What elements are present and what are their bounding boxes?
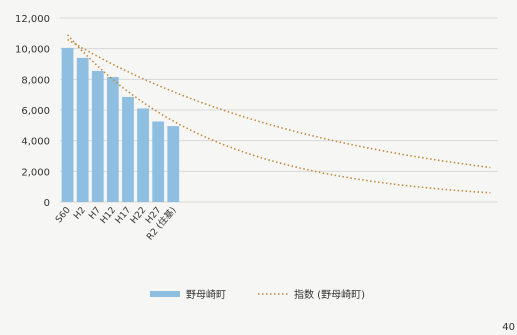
x-tick-label: H22 bbox=[129, 206, 148, 226]
bar-r2 bbox=[167, 126, 180, 202]
y-tick-label: 4,000 bbox=[21, 137, 50, 148]
y-tick-label: 12,000 bbox=[15, 14, 50, 25]
y-tick-label: 2,000 bbox=[21, 167, 50, 178]
y-tick-label: 0 bbox=[44, 198, 50, 209]
page-number: 40 bbox=[502, 322, 515, 333]
bar-h7 bbox=[91, 70, 104, 203]
bar-h12 bbox=[106, 77, 119, 202]
legend-label-trend: 指数 (野母崎町) bbox=[294, 288, 365, 301]
x-tick-label: H17 bbox=[114, 206, 133, 226]
y-tick-label: 6,000 bbox=[21, 106, 50, 117]
y-tick-label: 10,000 bbox=[15, 45, 50, 56]
legend: 野母崎町 指数 (野母崎町) bbox=[150, 288, 365, 301]
y-axis-ticks: 0 2,000 4,000 6,000 8,000 10,000 12,000 bbox=[15, 14, 50, 209]
bar-h2 bbox=[76, 57, 89, 202]
bar-s60 bbox=[61, 47, 74, 203]
x-tick-label: H12 bbox=[99, 206, 118, 226]
legend-swatch-bar bbox=[150, 291, 180, 297]
bar-h27 bbox=[152, 121, 165, 202]
x-tick-label: H2 bbox=[72, 206, 88, 222]
x-tick-label: S60 bbox=[54, 205, 73, 225]
bar-series bbox=[61, 47, 180, 203]
bar-h17 bbox=[122, 96, 134, 202]
legend-label-bar: 野母崎町 bbox=[186, 288, 226, 301]
bar-h22 bbox=[137, 108, 149, 202]
y-tick-label: 8,000 bbox=[21, 75, 50, 86]
